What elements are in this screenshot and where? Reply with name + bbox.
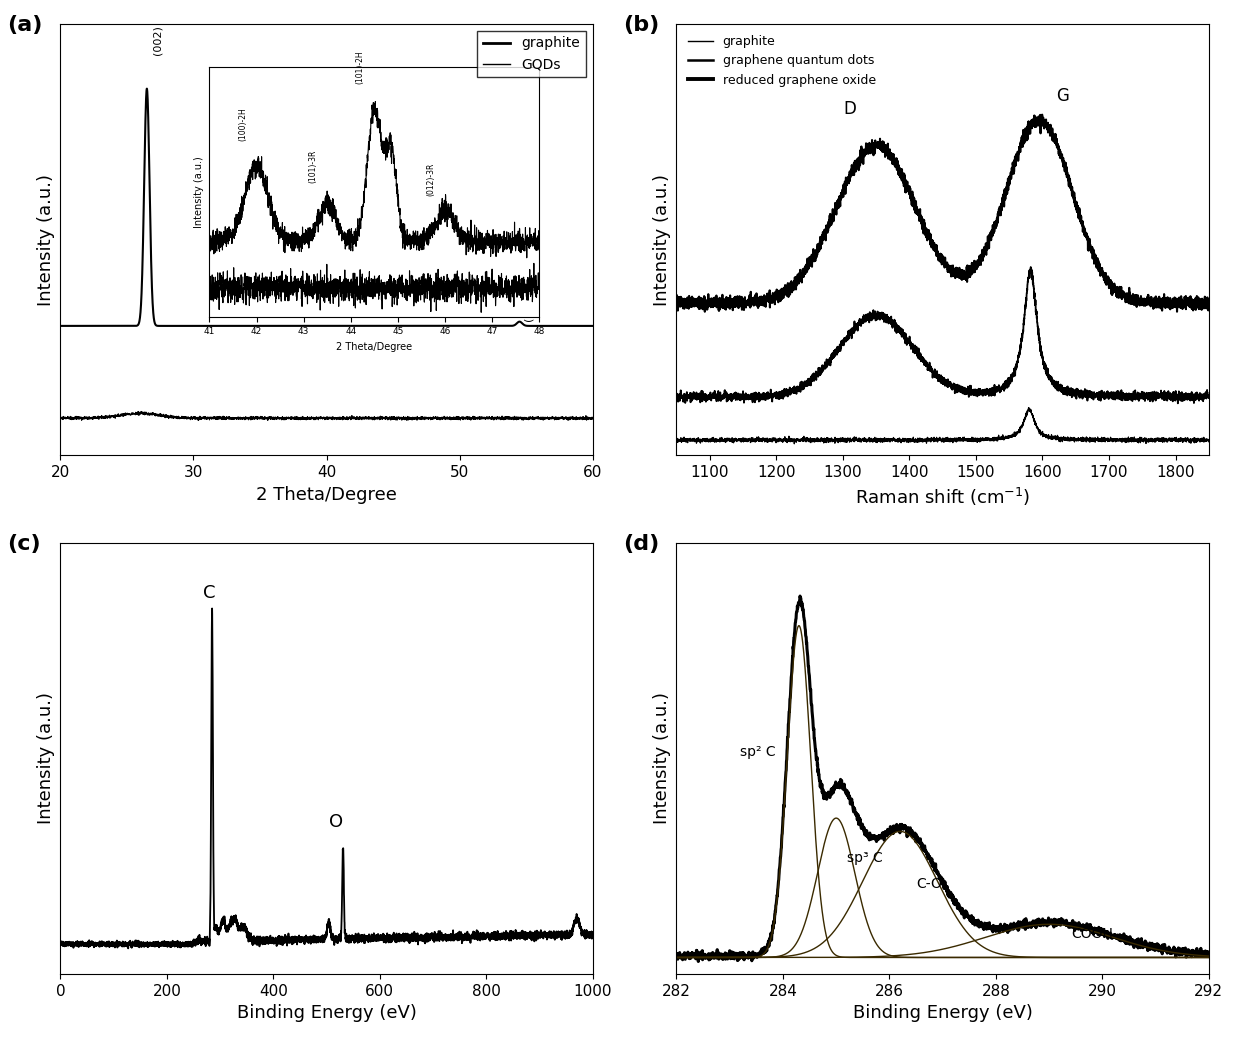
Text: (002): (002) — [153, 25, 162, 55]
Text: COOH: COOH — [1071, 927, 1114, 941]
Text: (004): (004) — [523, 291, 534, 321]
Text: (c): (c) — [7, 534, 41, 554]
Text: D: D — [843, 100, 856, 117]
Text: sp² C: sp² C — [740, 745, 776, 758]
Text: (d): (d) — [624, 534, 660, 554]
Y-axis label: Intensity (a.u.): Intensity (a.u.) — [37, 174, 55, 305]
Text: C-O: C-O — [916, 878, 942, 891]
X-axis label: 2 Theta/Degree: 2 Theta/Degree — [257, 485, 397, 504]
Text: C: C — [203, 584, 216, 603]
Y-axis label: Intensity (a.u.): Intensity (a.u.) — [37, 692, 55, 824]
Text: (b): (b) — [624, 16, 660, 35]
Text: G: G — [1056, 87, 1069, 105]
Y-axis label: Intensity (a.u.): Intensity (a.u.) — [653, 174, 671, 305]
Legend: graphite, GQDs: graphite, GQDs — [477, 31, 585, 77]
X-axis label: Binding Energy (eV): Binding Energy (eV) — [853, 1005, 1033, 1022]
Y-axis label: Intensity (a.u.): Intensity (a.u.) — [653, 692, 671, 824]
Text: (a): (a) — [7, 16, 42, 35]
X-axis label: Binding Energy (eV): Binding Energy (eV) — [237, 1005, 417, 1022]
Text: O: O — [329, 814, 343, 831]
X-axis label: Raman shift (cm$^{-1}$): Raman shift (cm$^{-1}$) — [856, 485, 1030, 508]
Legend: graphite, graphene quantum dots, reduced graphene oxide: graphite, graphene quantum dots, reduced… — [683, 30, 880, 91]
Text: sp³ C: sp³ C — [847, 851, 883, 864]
